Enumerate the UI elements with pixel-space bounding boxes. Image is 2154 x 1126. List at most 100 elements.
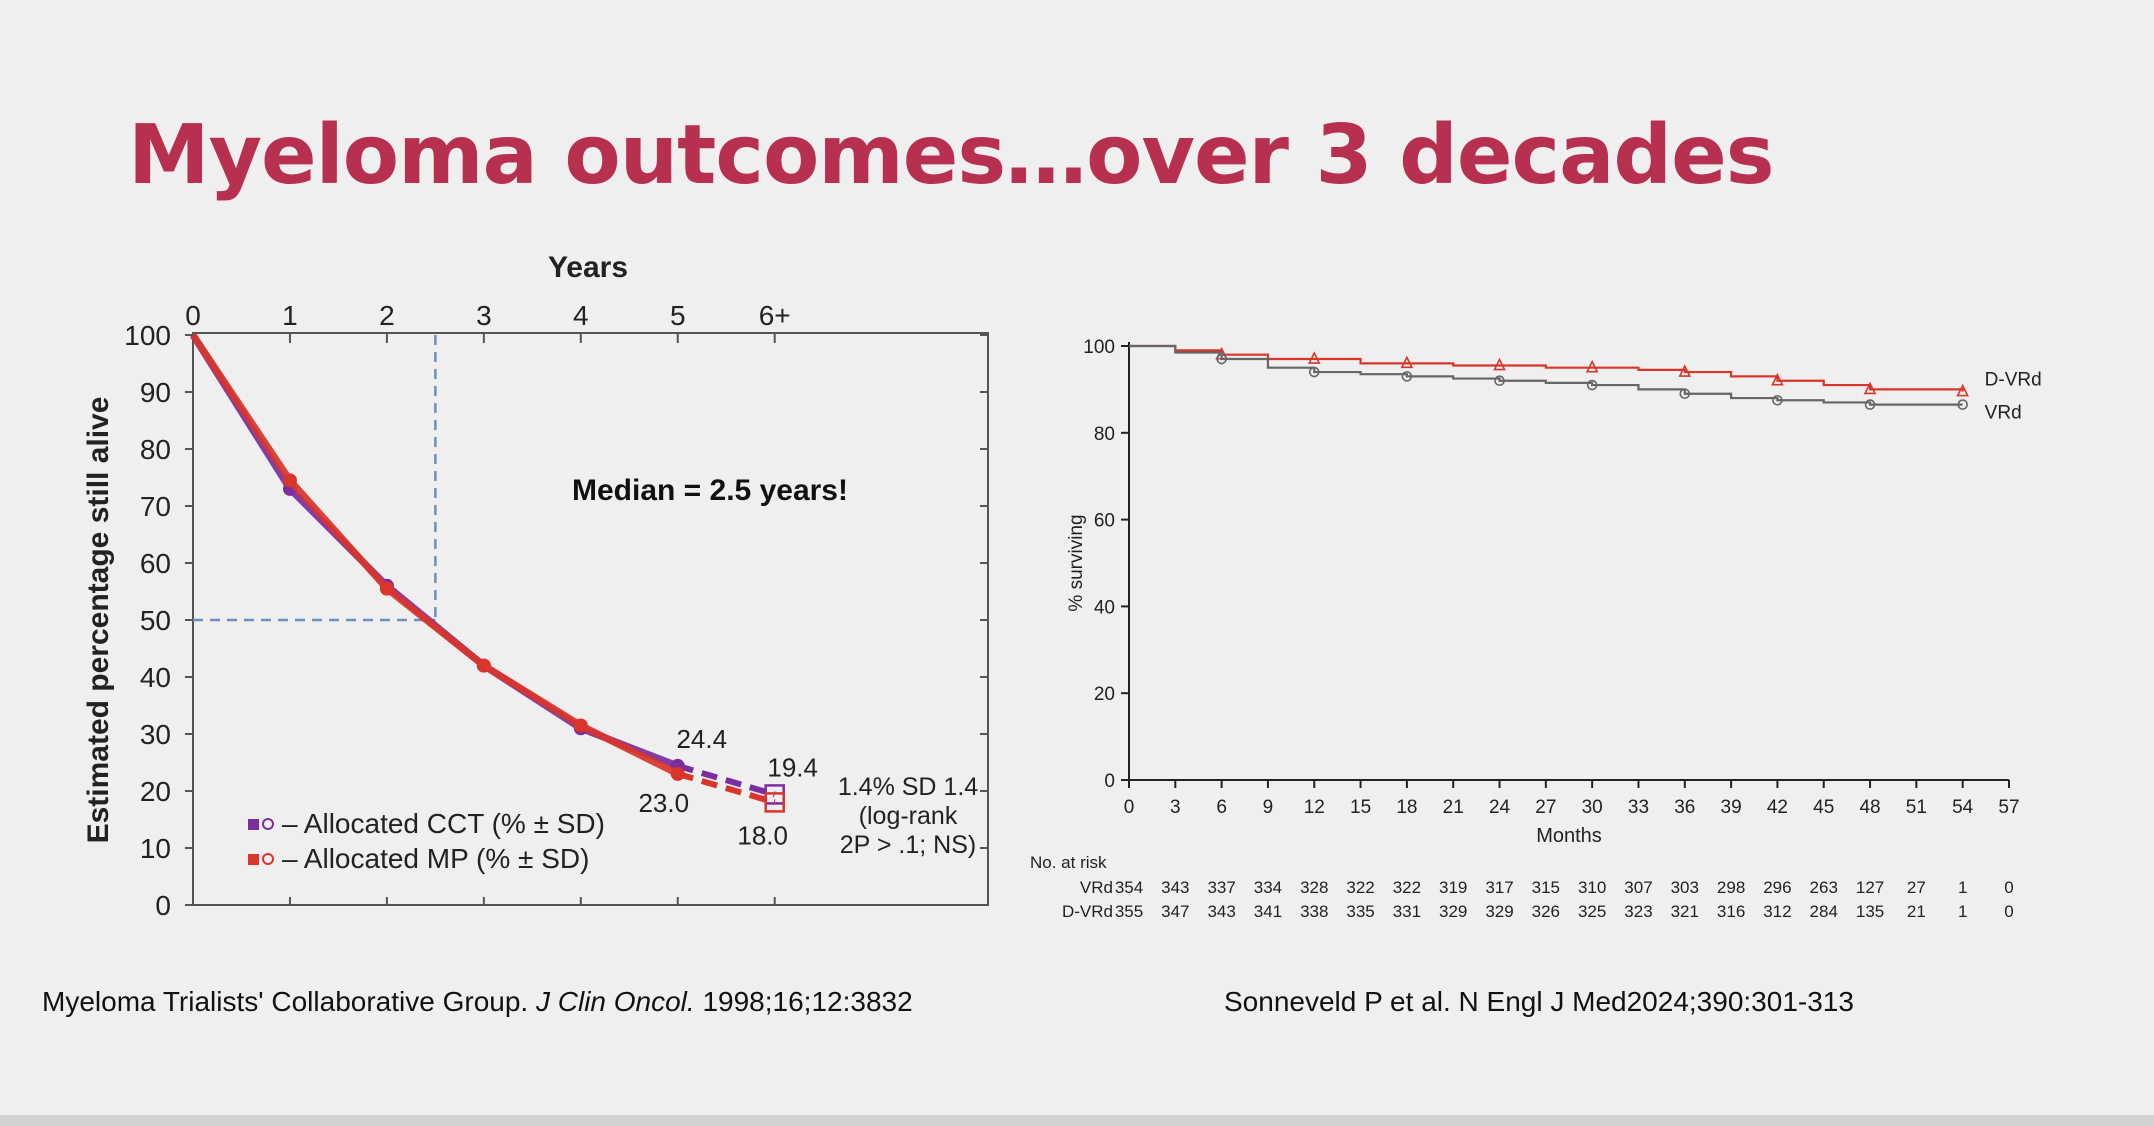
median-annotation: Median = 2.5 years! [572, 474, 848, 507]
censor-mark-vrd [1308, 366, 1320, 378]
risk-table-cell: 319 [1439, 878, 1467, 897]
y-tick-label: 60 [140, 548, 171, 579]
risk-table-cell: 323 [1624, 902, 1652, 921]
legend-marker-cct [262, 818, 274, 830]
y-axis-title: Estimated percentage still alive [82, 397, 115, 844]
slide-bottom-border [0, 1115, 2154, 1126]
risk-table-cell: 355 [1115, 902, 1143, 921]
risk-table-cell: 338 [1300, 902, 1328, 921]
censor-mark-vrd [1679, 388, 1691, 400]
x-tick-label: 48 [1859, 797, 1880, 818]
right-citation: Sonneveld P et al. N Engl J Med2024;390:… [1224, 986, 1854, 1017]
censor-mark-d-vrd [1400, 355, 1414, 369]
risk-table-cell: 316 [1717, 902, 1745, 921]
y-tick-label: 0 [155, 890, 171, 921]
risk-table-cell: 329 [1439, 902, 1467, 921]
series-line-mp [190, 333, 680, 778]
x-tick-label: 1 [282, 300, 298, 331]
data-point-mp [476, 658, 491, 673]
y-axis-title: % surviving [1066, 514, 1087, 611]
y-tick-label: 40 [1094, 597, 1115, 618]
censor-mark-vrd [1586, 379, 1598, 391]
censor-mark-d-vrd [1307, 351, 1321, 364]
x-tick-label: 39 [1721, 797, 1742, 818]
censor-mark-d-vrd [1585, 359, 1599, 373]
risk-table-cell: 307 [1624, 878, 1652, 897]
censor-mark-vrd [1864, 399, 1876, 410]
x-tick-label: 4 [573, 300, 589, 331]
censor-mark-d-vrd [1956, 383, 1969, 397]
slide-title: Myeloma outcomes…over 3 decades [128, 108, 1775, 203]
risk-table-cell: 0 [2004, 878, 2013, 897]
y-tick-label: 20 [140, 776, 171, 807]
risk-table-cell: 321 [1671, 902, 1699, 921]
risk-table-cell: 296 [1763, 878, 1791, 897]
censor-mark-vrd [1772, 394, 1783, 406]
risk-table-cell: 1 [1958, 902, 1967, 921]
x-tick-label: 0 [1124, 797, 1135, 818]
x-tick-label: 3 [1170, 797, 1181, 818]
risk-table-heading: No. at risk [1030, 853, 1107, 872]
risk-table-cell: 329 [1485, 902, 1513, 921]
left-citation-volume: 1998;16;12:3832 [694, 986, 913, 1017]
x-tick-label: 51 [1906, 797, 1927, 818]
risk-table-cell: 284 [1810, 902, 1838, 921]
x-tick-label: 12 [1304, 797, 1325, 818]
x-tick-label: 30 [1582, 797, 1603, 818]
risk-table-cell: 315 [1532, 878, 1560, 897]
censor-mark-vrd [1957, 399, 1968, 410]
y-tick-label: 80 [1094, 424, 1115, 445]
legend-marker-mp [262, 853, 274, 865]
series-extrapolation-mp [676, 771, 776, 806]
censor-mark-d-vrd [1771, 372, 1784, 386]
left-survival-chart: 0 10 20 30 40 50 60 70 80 90 100 0 1 2 3 4 5 6+ Years Estim… [82, 251, 989, 921]
stat-annotation-line: 2P > .1; NS) [840, 831, 976, 859]
risk-table-cell: 343 [1207, 902, 1235, 921]
risk-table-row-label: D-VRd [1062, 902, 1113, 921]
series-extrapolation-cct [676, 763, 776, 798]
censor-mark-d-vrd [1863, 381, 1877, 395]
risk-table-cell: 263 [1810, 878, 1838, 897]
y-tick-label: 100 [124, 320, 171, 351]
risk-table-cell: 326 [1532, 902, 1560, 921]
risk-table-cell: 347 [1161, 902, 1189, 921]
x-tick-label: 36 [1674, 797, 1695, 818]
censor-mark-vrd [1494, 375, 1505, 387]
x-tick-label: 6+ [759, 300, 791, 331]
x-tick-label: 54 [1952, 797, 1974, 818]
x-tick-label: 5 [670, 300, 686, 331]
risk-table-cell: 303 [1671, 878, 1699, 897]
x-tick-label: 9 [1263, 797, 1274, 818]
x-tick-label: 42 [1767, 797, 1788, 818]
risk-table-cell: 322 [1393, 878, 1421, 897]
data-label-cct-5y: 24.4 [676, 724, 727, 754]
data-point-mp [670, 766, 685, 781]
x-tick-label: 27 [1535, 797, 1556, 818]
y-tick-label: 30 [140, 719, 171, 750]
risk-table-cell: 21 [1907, 902, 1926, 921]
series-label-vrd: VRd [1985, 403, 2022, 424]
risk-table-cell: 127 [1856, 878, 1884, 897]
y-tick-label: 50 [140, 605, 171, 636]
x-tick-label: 6 [1216, 797, 1227, 818]
y-tick-label: 10 [140, 833, 171, 864]
left-citation: Myeloma Trialists' Collaborative Group. … [42, 986, 913, 1018]
data-label-mp-5y: 23.0 [638, 788, 689, 818]
risk-table-cell: 1 [1958, 878, 1967, 897]
data-point-mp [282, 473, 297, 488]
risk-table-cell: 331 [1393, 902, 1421, 921]
y-tick-label: 90 [140, 377, 171, 408]
y-tick-label: 100 [1083, 337, 1115, 358]
left-citation-authors: Myeloma Trialists' Collaborative Group. [42, 986, 536, 1017]
x-tick-label: 24 [1489, 797, 1511, 818]
risk-table-cell: 298 [1717, 878, 1745, 897]
x-tick-label: 18 [1396, 797, 1417, 818]
y-tick-label: 70 [140, 491, 171, 522]
censor-mark-vrd [1401, 371, 1413, 382]
risk-table-cell: 337 [1207, 878, 1235, 897]
risk-table-cell: 354 [1115, 878, 1143, 897]
risk-table-cell: 312 [1763, 902, 1791, 921]
risk-table-cell: 0 [2004, 902, 2013, 921]
legend-label-mp: – Allocated MP (% ± SD) [282, 843, 589, 874]
y-tick-label: 60 [1094, 511, 1115, 532]
